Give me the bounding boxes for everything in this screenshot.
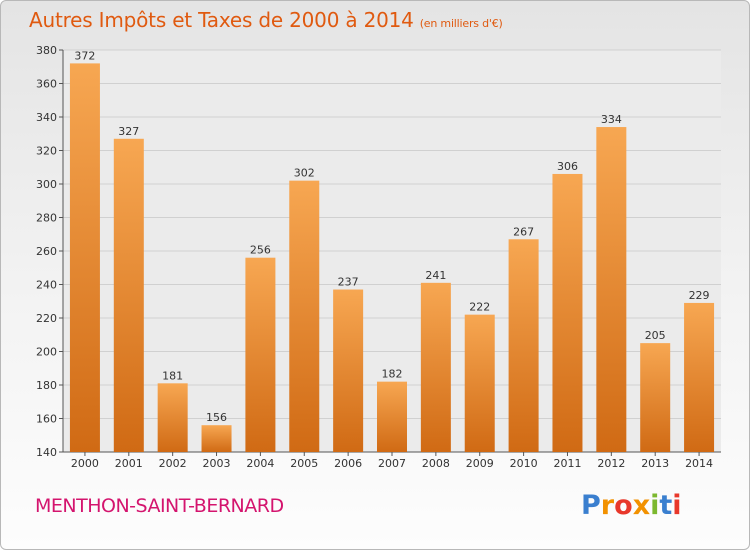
bar-2004 (245, 257, 276, 452)
x-tick-label: 2009 (466, 457, 494, 470)
x-tick-label: 2013 (641, 457, 669, 470)
bar-2000 (69, 63, 100, 453)
bar-2008 (420, 282, 451, 452)
bar-2002 (157, 383, 188, 452)
data-label-2000: 372 (74, 49, 95, 62)
data-label-2007: 182 (382, 368, 403, 381)
x-tick-label: 2011 (553, 457, 581, 470)
chart-title-text: Autres Impôts et Taxes de 2000 à 2014 (29, 8, 414, 32)
data-label-2005: 302 (294, 167, 315, 180)
x-tick-label: 2001 (115, 457, 143, 470)
y-tick-label: 200 (36, 346, 57, 359)
x-tick-label: 2014 (685, 457, 713, 470)
data-label-2002: 181 (162, 369, 183, 382)
proxiti-logo: Proxiti (581, 490, 682, 521)
bar-2013 (640, 343, 671, 452)
data-label-2011: 306 (557, 160, 578, 173)
y-tick-label: 340 (36, 111, 57, 124)
x-tick-label: 2008 (422, 457, 450, 470)
y-tick-label: 180 (36, 379, 57, 392)
bar-2007 (377, 381, 407, 452)
data-label-2013: 205 (645, 329, 666, 342)
y-tick-label: 140 (36, 446, 57, 459)
data-label-2003: 156 (206, 411, 227, 424)
y-tick-label: 220 (36, 312, 57, 325)
data-label-2004: 256 (250, 244, 271, 257)
x-tick-label: 2000 (71, 457, 99, 470)
y-tick-label: 260 (36, 245, 57, 258)
x-tick-label: 2007 (378, 457, 406, 470)
data-label-2010: 267 (513, 225, 534, 238)
bar-2014 (684, 302, 715, 452)
x-tick-label: 2010 (510, 457, 538, 470)
bar-2001 (113, 138, 144, 452)
x-tick-label: 2005 (290, 457, 318, 470)
data-label-2001: 327 (118, 125, 139, 138)
bar-2012 (596, 127, 627, 453)
y-tick-label: 380 (36, 44, 57, 57)
bar-2010 (508, 239, 539, 452)
chart-title-unit: (en milliers d'€) (419, 17, 503, 30)
data-label-2014: 229 (689, 289, 710, 302)
bar-2005 (289, 180, 320, 452)
bar-2006 (333, 289, 364, 452)
bar-2011 (552, 173, 583, 452)
x-tick-label: 2004 (246, 457, 274, 470)
bar-2009 (464, 314, 495, 452)
y-tick-label: 360 (36, 78, 57, 91)
y-tick-label: 240 (36, 279, 57, 292)
data-label-2012: 334 (601, 113, 622, 126)
x-tick-label: 2002 (159, 457, 187, 470)
data-label-2009: 222 (469, 301, 490, 314)
chart-title: Autres Impôts et Taxes de 2000 à 2014 (en… (29, 8, 503, 32)
x-tick-label: 2006 (334, 457, 362, 470)
y-tick-label: 160 (36, 413, 57, 426)
y-tick-label: 280 (36, 212, 57, 225)
x-tick-label: 2012 (597, 457, 625, 470)
data-label-2006: 237 (338, 276, 359, 289)
bar-2003 (201, 425, 232, 452)
y-tick-label: 300 (36, 178, 57, 191)
x-tick-label: 2003 (203, 457, 231, 470)
y-tick-label: 320 (36, 145, 57, 158)
data-label-2008: 241 (425, 269, 446, 282)
commune-name: MENTHON-SAINT-BERNARD (35, 495, 284, 517)
